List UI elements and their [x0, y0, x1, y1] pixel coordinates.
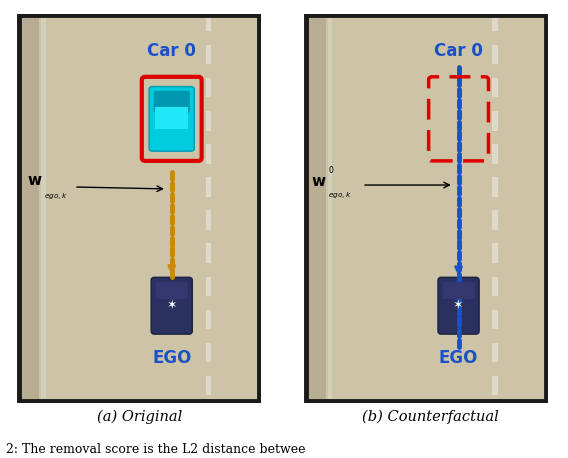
Text: ✶: ✶ [453, 299, 464, 312]
Bar [492, 210, 498, 230]
FancyBboxPatch shape [442, 282, 475, 299]
Bar [261, 14, 375, 403]
Text: (a) Original: (a) Original [97, 410, 182, 424]
Bar [492, 343, 498, 362]
Bar [206, 12, 211, 31]
Bar [206, 244, 211, 263]
Text: $_{ego,k}$: $_{ego,k}$ [328, 191, 352, 201]
Text: $\mathbf{w}$: $\mathbf{w}$ [311, 174, 327, 189]
Text: 2: The removal score is the L2 distance betwee: 2: The removal score is the L2 distance … [6, 443, 305, 456]
Text: Car 0: Car 0 [434, 43, 483, 60]
Bar [492, 111, 498, 131]
Bar [206, 144, 211, 164]
Bar [314, 14, 318, 403]
Bar [548, 14, 568, 403]
Bar [492, 177, 498, 197]
Bar [206, 277, 211, 296]
Ellipse shape [381, 292, 410, 319]
Text: $\mathbf{w}$: $\mathbf{w}$ [27, 173, 43, 188]
Bar [492, 78, 498, 98]
Bar [155, 107, 188, 129]
Bar [492, 244, 498, 263]
Bar [17, 14, 39, 403]
FancyBboxPatch shape [156, 282, 188, 299]
Bar [327, 14, 337, 403]
Bar [492, 310, 498, 329]
FancyBboxPatch shape [153, 91, 190, 113]
FancyBboxPatch shape [438, 277, 479, 334]
Text: (b) Counterfactual: (b) Counterfactual [362, 410, 498, 424]
FancyBboxPatch shape [151, 277, 193, 334]
Ellipse shape [381, 304, 410, 331]
Bar [492, 45, 498, 65]
FancyBboxPatch shape [149, 87, 194, 151]
Bar [206, 45, 211, 65]
Bar [206, 310, 211, 329]
Bar [304, 14, 326, 403]
Bar [206, 343, 211, 362]
Bar [492, 376, 498, 395]
Bar [206, 376, 211, 395]
Bar [41, 14, 45, 403]
Bar [261, 14, 335, 403]
Text: $_{ego,k}$: $_{ego,k}$ [44, 191, 68, 202]
Text: ✶: ✶ [166, 299, 177, 312]
Text: EGO: EGO [152, 349, 191, 366]
Bar [492, 144, 498, 164]
Text: Car 0: Car 0 [147, 43, 196, 60]
Text: EGO: EGO [439, 349, 478, 366]
Bar [492, 277, 498, 296]
Bar [206, 177, 211, 197]
Text: $^{0}$: $^{0}$ [328, 165, 335, 175]
Bar [206, 210, 211, 230]
Bar [206, 78, 211, 98]
Bar [328, 14, 332, 403]
Bar [492, 12, 498, 31]
Bar [206, 111, 211, 131]
Bar [548, 14, 568, 403]
